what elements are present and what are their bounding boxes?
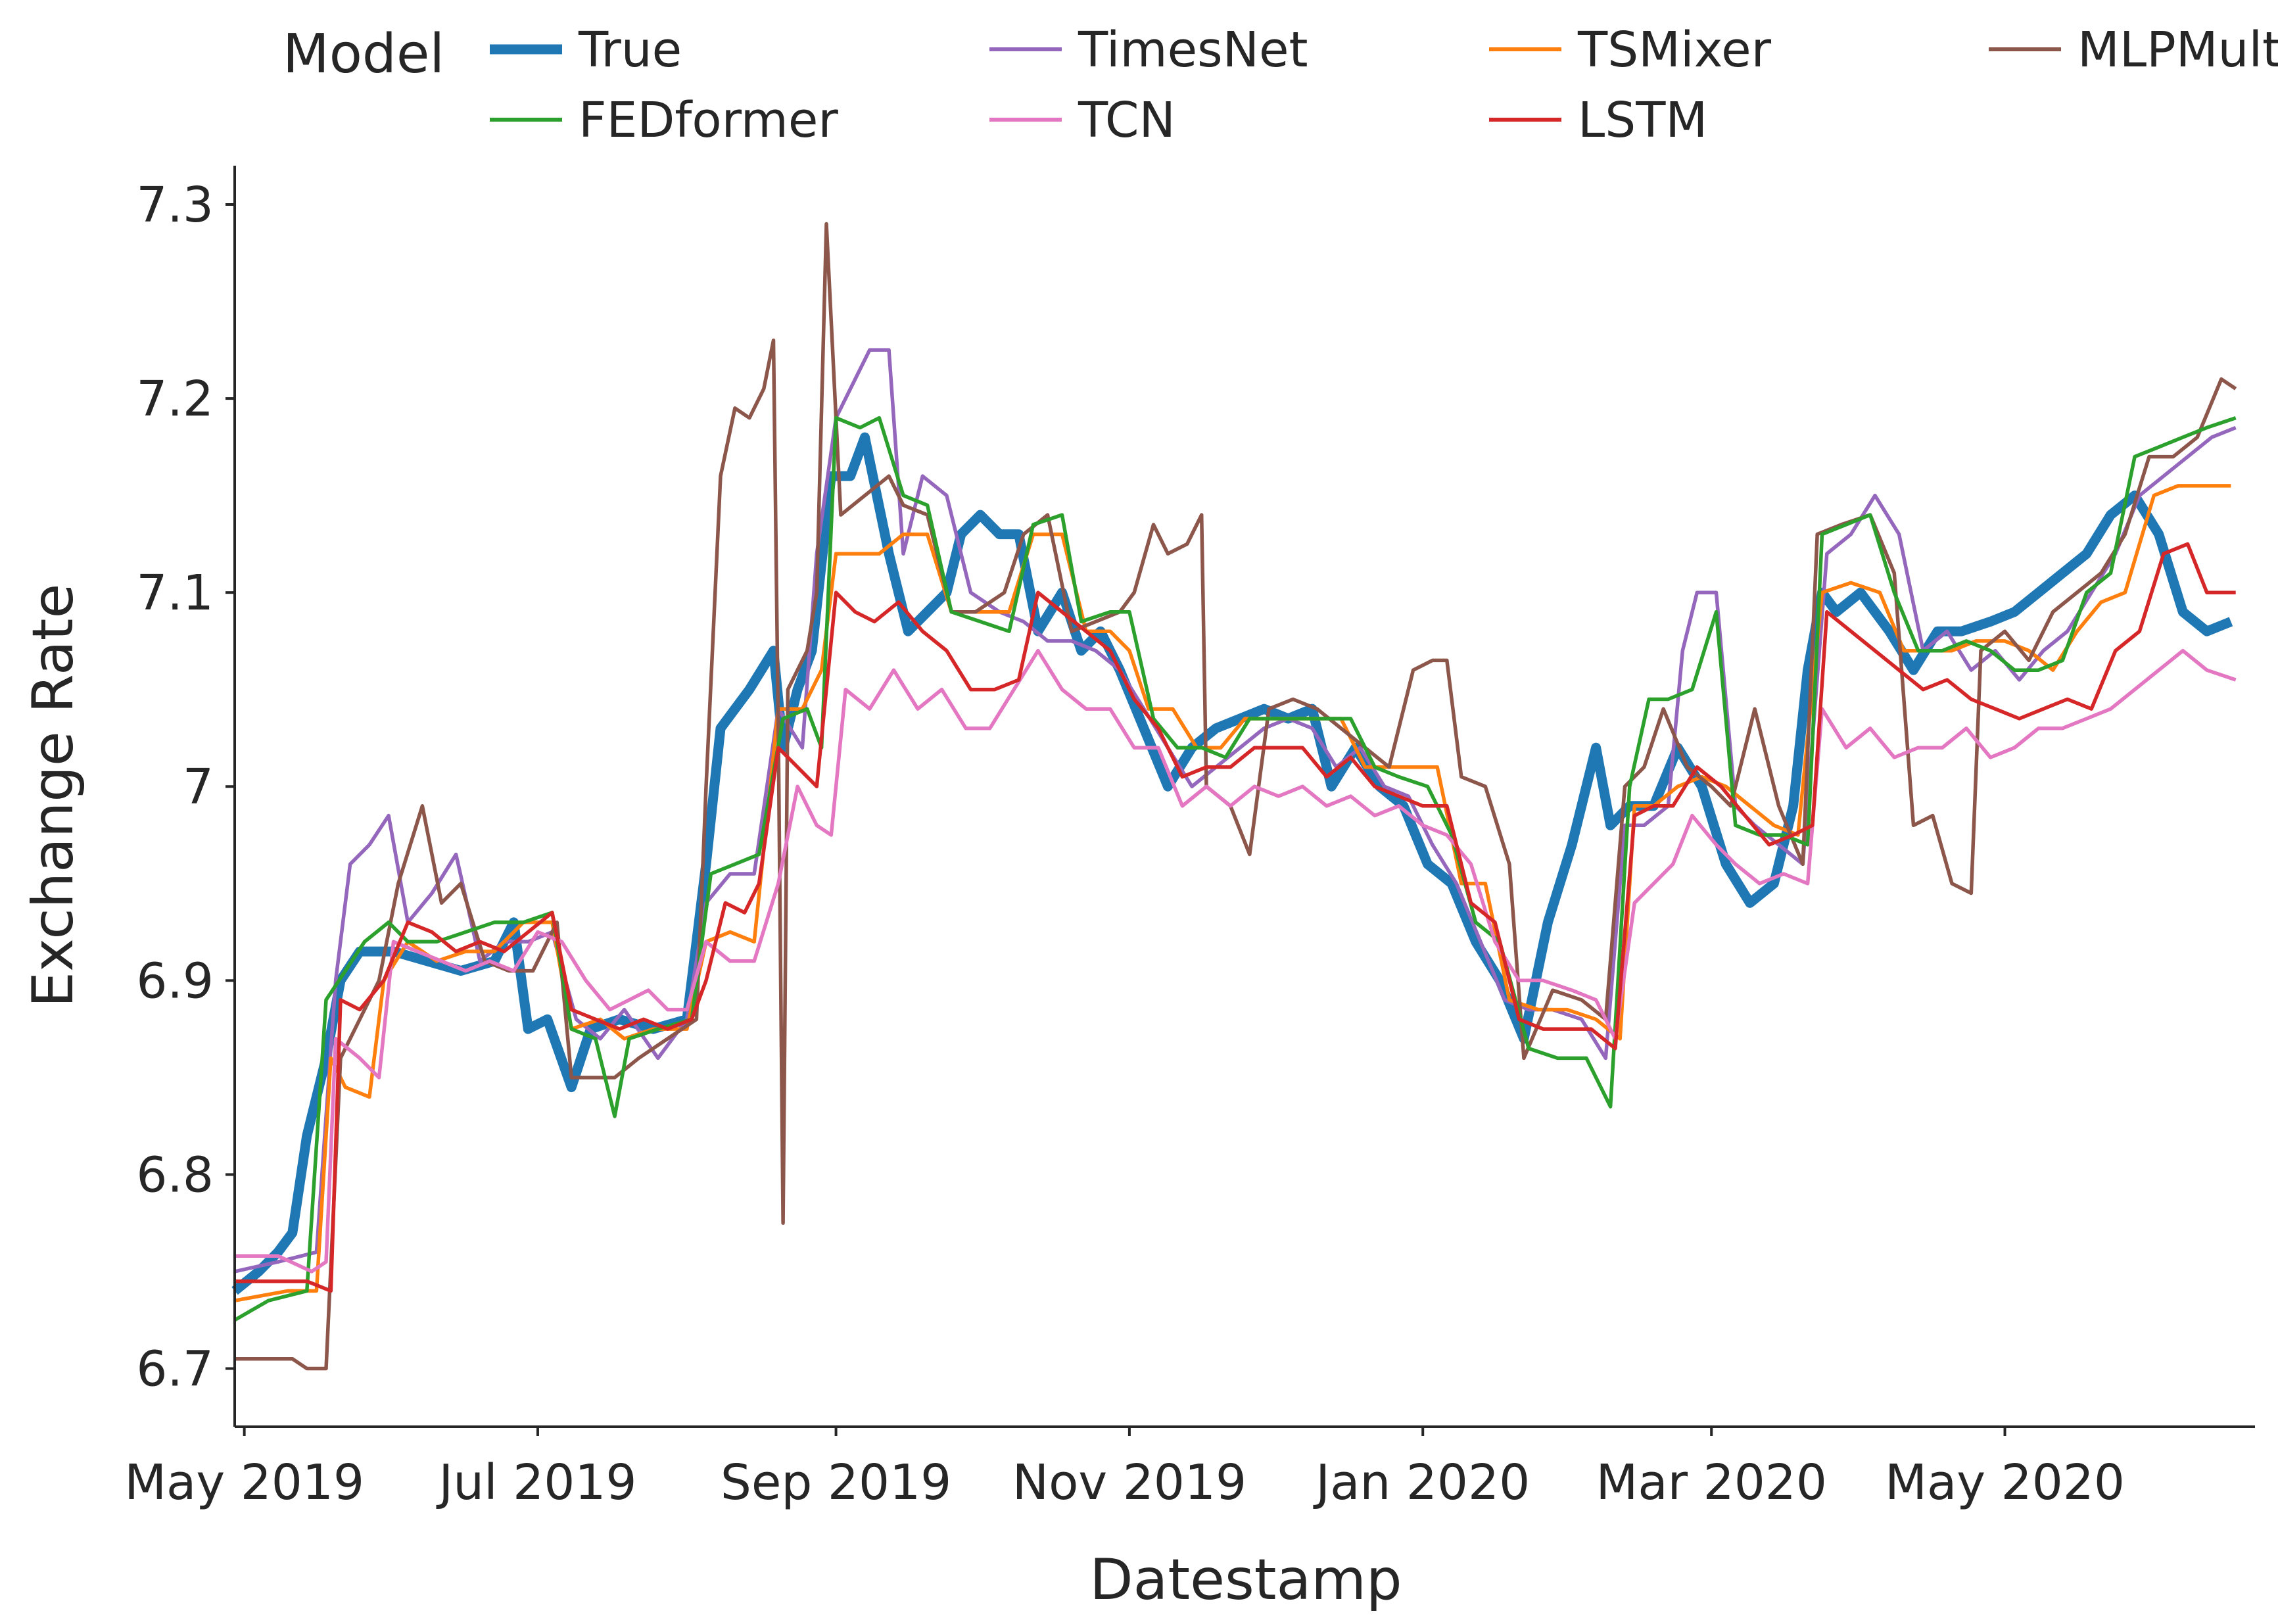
legend-item-lstm: LSTM bbox=[1489, 92, 1707, 149]
series-line-tsmixer bbox=[234, 484, 2231, 1302]
y-tick-label: 7 bbox=[183, 759, 214, 815]
legend-item-tsmixer: TSMixer bbox=[1489, 22, 1772, 78]
axes bbox=[233, 166, 2255, 1428]
x-tick-label: May 2019 bbox=[124, 1454, 364, 1511]
series-line-tcn bbox=[235, 648, 2237, 1274]
legend-item-fedformer: FEDformer bbox=[490, 92, 838, 149]
legend-title: Model bbox=[283, 23, 444, 85]
x-ticks: May 2019 Jul 2019 Sep 2019 Nov 2019 Jan 2020… bbox=[124, 1427, 2125, 1511]
legend-label: True bbox=[578, 22, 682, 78]
x-tick-label: Jan 2020 bbox=[1313, 1454, 1530, 1511]
y-tick-label: 6.9 bbox=[136, 953, 214, 1009]
x-tick-label: Nov 2019 bbox=[1012, 1454, 1246, 1511]
y-tick-label: 6.8 bbox=[136, 1147, 214, 1203]
series-line-lstm bbox=[235, 542, 2236, 1293]
legend-item-true: True bbox=[490, 22, 682, 78]
y-tick-label: 7.3 bbox=[136, 177, 214, 233]
legend-label: TimesNet bbox=[1078, 22, 1308, 78]
x-tick-label: May 2020 bbox=[1885, 1454, 2125, 1511]
y-tick-label: 7.2 bbox=[136, 371, 214, 427]
legend-label: FEDformer bbox=[579, 92, 838, 149]
y-ticks: 6.7 6.8 6.9 7 7.1 7.2 7.3 bbox=[136, 177, 235, 1397]
y-axis-title: Exchange Rate bbox=[20, 584, 86, 1008]
legend-label: MLPMultivariate bbox=[2077, 22, 2278, 78]
x-tick-label: Sep 2019 bbox=[721, 1454, 951, 1511]
series-line-mlpmultivariate bbox=[235, 222, 2237, 1371]
x-tick-label: Jul 2019 bbox=[436, 1454, 636, 1511]
series-layer bbox=[231, 222, 2237, 1371]
x-axis-title: Datestamp bbox=[1089, 1547, 1402, 1613]
y-tick-label: 6.7 bbox=[136, 1341, 214, 1397]
series-line-fedformer bbox=[233, 416, 2237, 1322]
x-tick-label: Mar 2020 bbox=[1596, 1454, 1826, 1511]
legend-item-tcn: TCN bbox=[989, 92, 1175, 149]
legend-item-timesnet: TimesNet bbox=[989, 22, 1308, 78]
legend-label: TCN bbox=[1078, 92, 1175, 149]
legend-label: TSMixer bbox=[1577, 22, 1772, 78]
legend: Model True TimesNet TSMixer MLPMultivariate… bbox=[283, 22, 2278, 149]
y-tick-label: 7.1 bbox=[136, 565, 214, 621]
legend-label: LSTM bbox=[1578, 92, 1707, 149]
legend-item-mlpmultivariate: MLPMultivariate bbox=[1989, 22, 2278, 78]
